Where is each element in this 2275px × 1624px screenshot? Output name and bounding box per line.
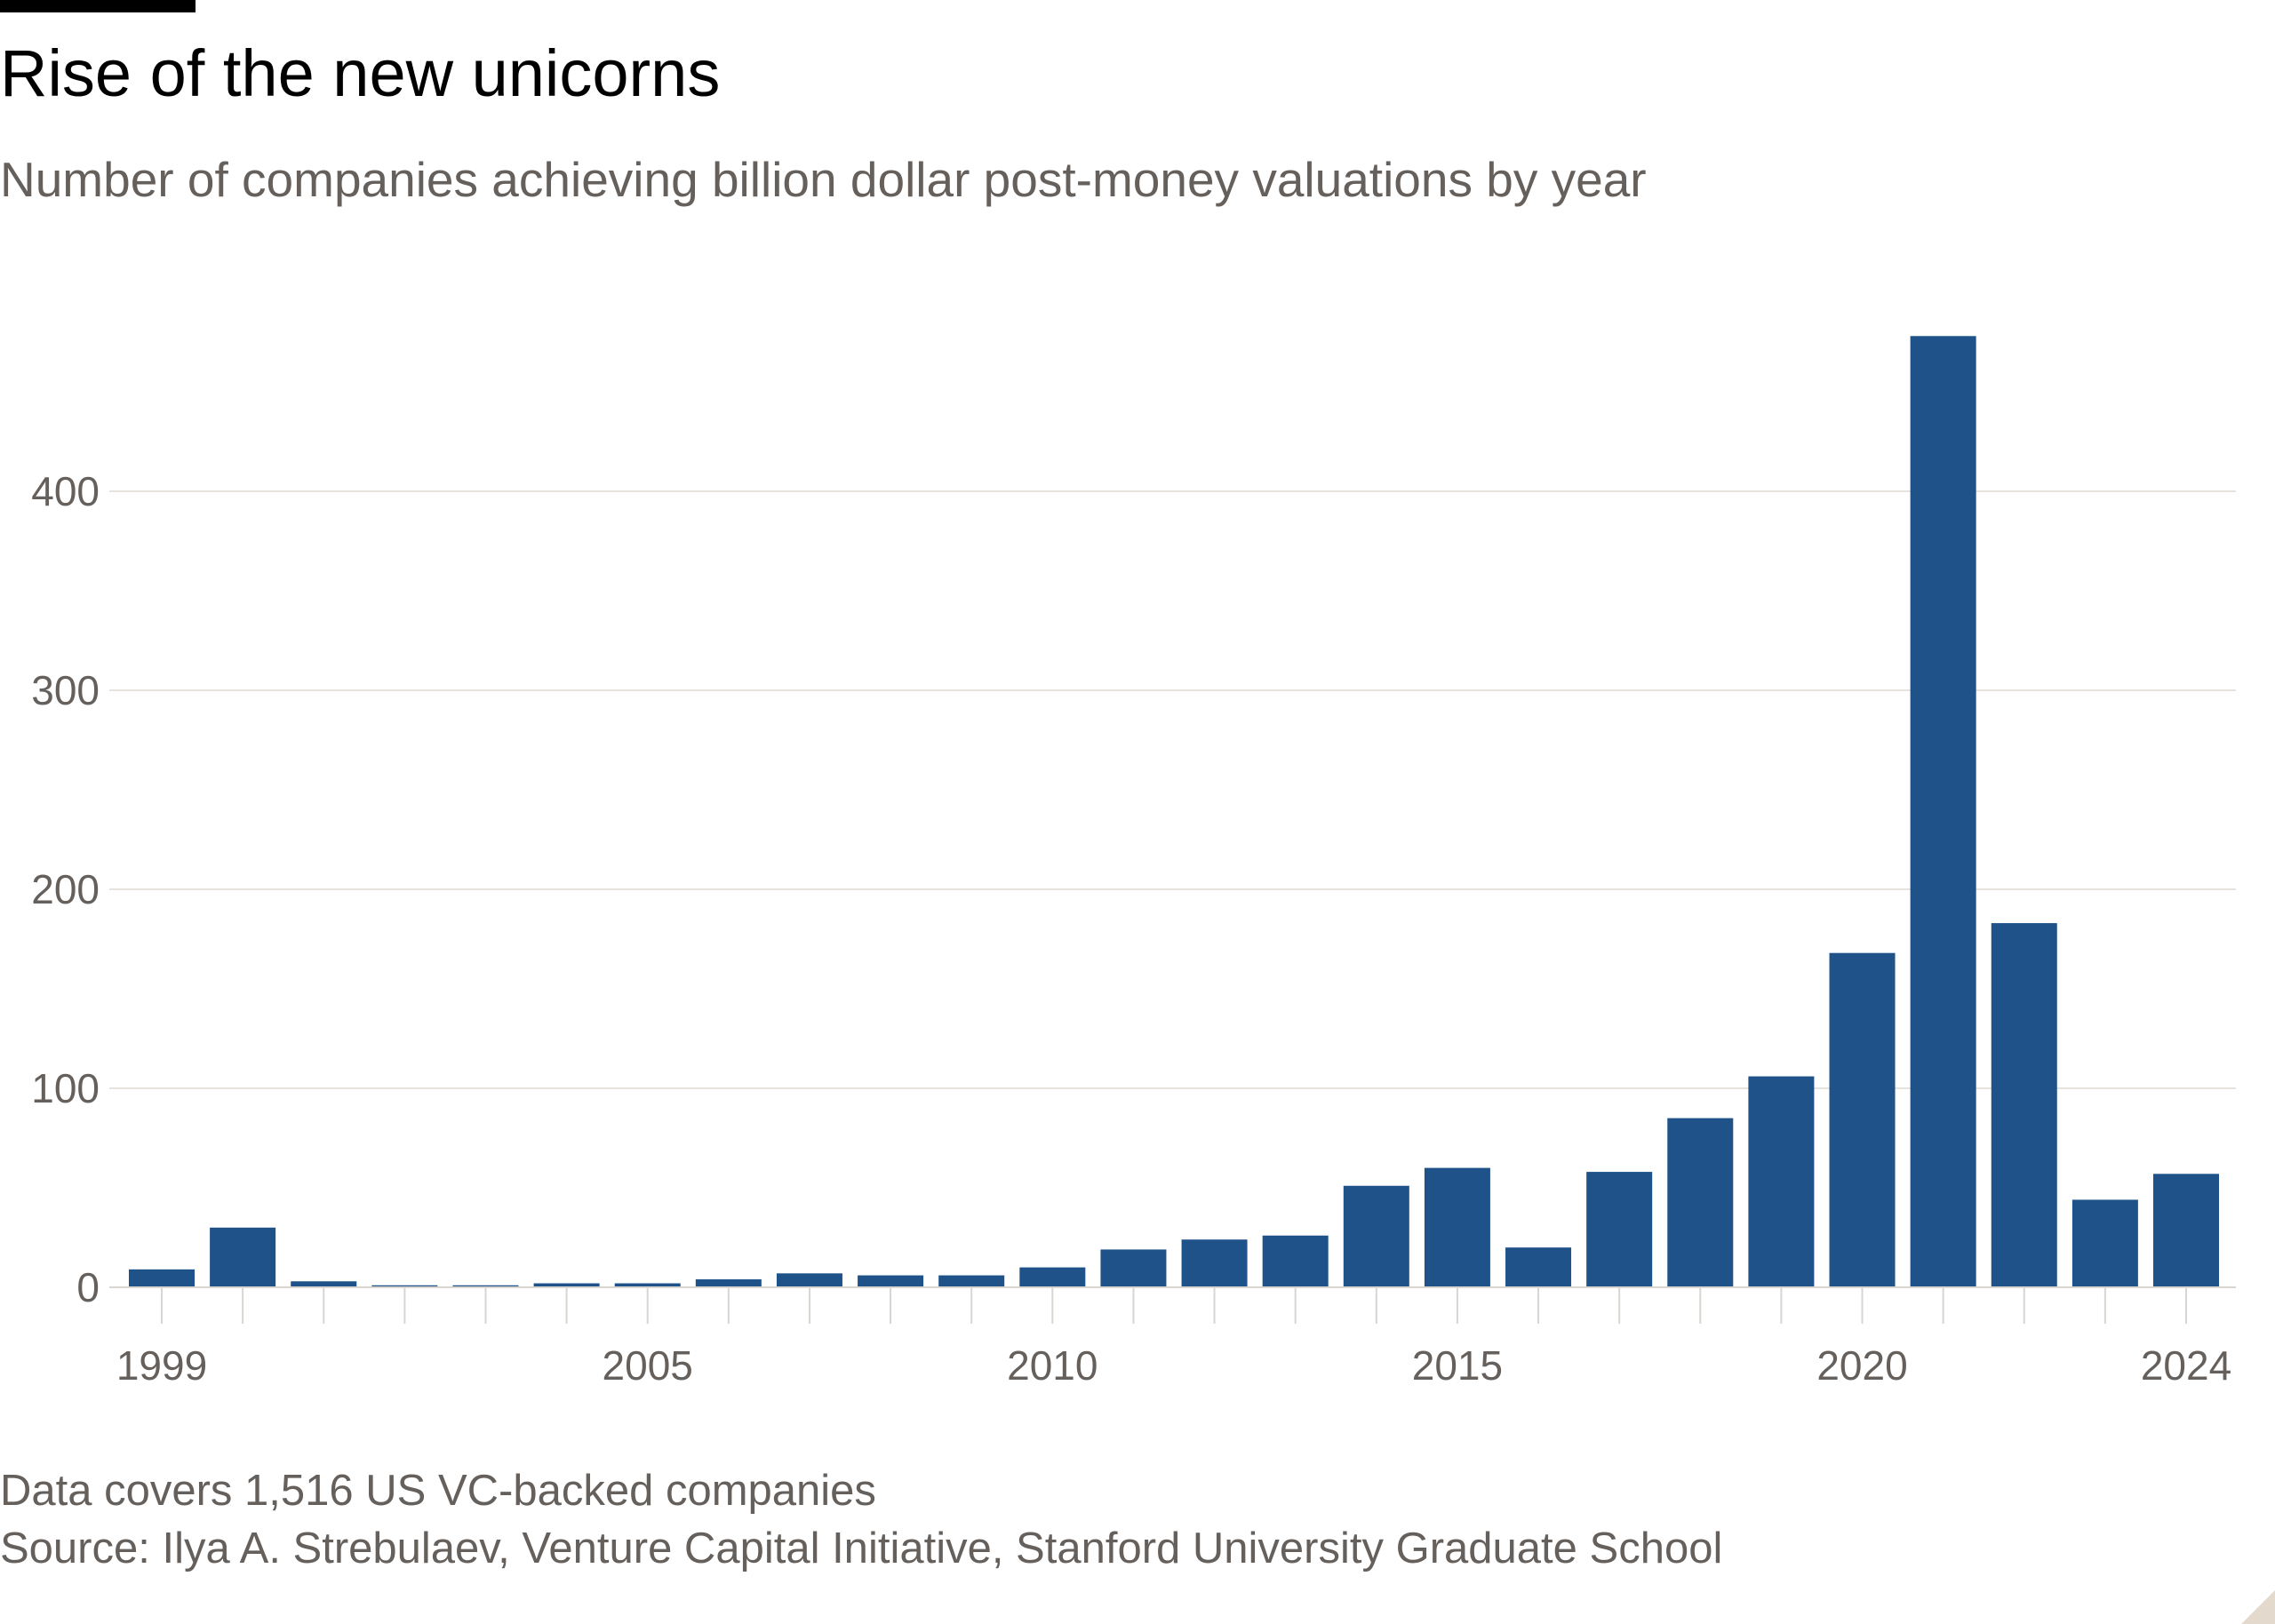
bar-2010 [1019,1267,1086,1287]
bar-2009 [938,1275,1005,1287]
x-tick-label: 1999 [116,1342,207,1389]
brand-bar [0,0,196,12]
y-tick-label: 400 [31,468,100,514]
bar-2006 [695,1279,762,1287]
bar-2022 [1991,923,2057,1287]
y-tick-label: 100 [31,1065,100,1111]
bar-2017 [1586,1172,1653,1287]
bar-2005 [614,1283,681,1287]
bar-2024 [2153,1174,2219,1287]
bar-2020 [1829,952,1896,1287]
y-tick-label: 0 [76,1264,100,1310]
bar-2023 [2071,1199,2138,1287]
x-tick-label: 2015 [1412,1342,1503,1389]
bar-2012 [1181,1239,1248,1287]
bar-2007 [776,1273,842,1287]
corner-mark [2241,1590,2275,1624]
bar-2011 [1100,1249,1167,1287]
chart-subtitle: Number of companies achieving billion do… [0,152,1647,207]
x-tick-label: 2020 [1816,1342,1907,1389]
bar-2014 [1343,1185,1409,1287]
bar-2008 [858,1275,924,1287]
y-tick-label: 300 [31,667,100,713]
source-note: Source: Ilya A. Strebulaev, Venture Capi… [0,1524,1723,1572]
x-tick-label: 2005 [603,1342,693,1389]
chart-title: Rise of the new unicorns [0,36,721,110]
footnote: Data covers 1,516 US VC-backed companies [0,1467,876,1515]
bar-2000 [210,1227,276,1287]
bar-2019 [1748,1076,1815,1287]
bar-2013 [1262,1235,1329,1287]
bar-2002 [371,1285,438,1287]
bar-2003 [452,1285,519,1287]
x-tick-label: 2024 [2141,1342,2231,1389]
x-tick-label: 2010 [1007,1342,1098,1389]
y-tick-label: 200 [31,866,100,912]
bar-2016 [1505,1247,1572,1287]
bar-2004 [533,1283,600,1287]
bar-1999 [129,1269,195,1287]
bar-2021 [1910,336,1976,1287]
bar-2001 [291,1281,357,1287]
bar-2015 [1424,1167,1490,1287]
bar-2018 [1667,1118,1734,1287]
